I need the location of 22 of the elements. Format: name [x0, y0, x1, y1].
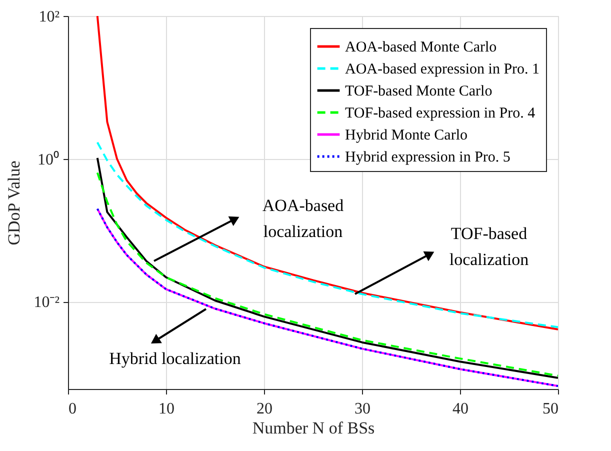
- legend-label: TOF-based expression in Pro. 4: [345, 106, 536, 122]
- x-tick-label: 10: [158, 400, 174, 418]
- legend-label: Hybrid expression in Pro. 5: [345, 150, 510, 166]
- y-tick-label: 10⁰: [38, 150, 60, 168]
- legend-label: TOF-based Monte Carlo: [345, 84, 492, 100]
- line-series: [96, 16, 558, 330]
- annotation: TOF-based localization: [449, 224, 530, 269]
- y-tick-label: 10⁻²: [34, 294, 60, 312]
- x-axis-title: Number N of BSs: [252, 418, 375, 438]
- annotation: Hybrid localization: [109, 349, 242, 368]
- legend-label: AOA-based expression in Pro. 1: [345, 62, 540, 78]
- x-tick-label: 20: [256, 400, 272, 418]
- line-series: [96, 141, 558, 328]
- x-tick-label: 40: [452, 400, 468, 418]
- x-tick-label: 30: [354, 400, 370, 418]
- legend-label: AOA-based Monte Carlo: [345, 40, 497, 56]
- y-axis-title: GDoP Value: [4, 160, 24, 246]
- annotation: AOA-based localization: [262, 196, 344, 241]
- x-tick-label: 50: [542, 400, 558, 418]
- x-tick-label: 0: [68, 400, 76, 418]
- legend-label: Hybrid Monte Carlo: [345, 128, 468, 144]
- y-tick-label: 10²: [38, 8, 60, 26]
